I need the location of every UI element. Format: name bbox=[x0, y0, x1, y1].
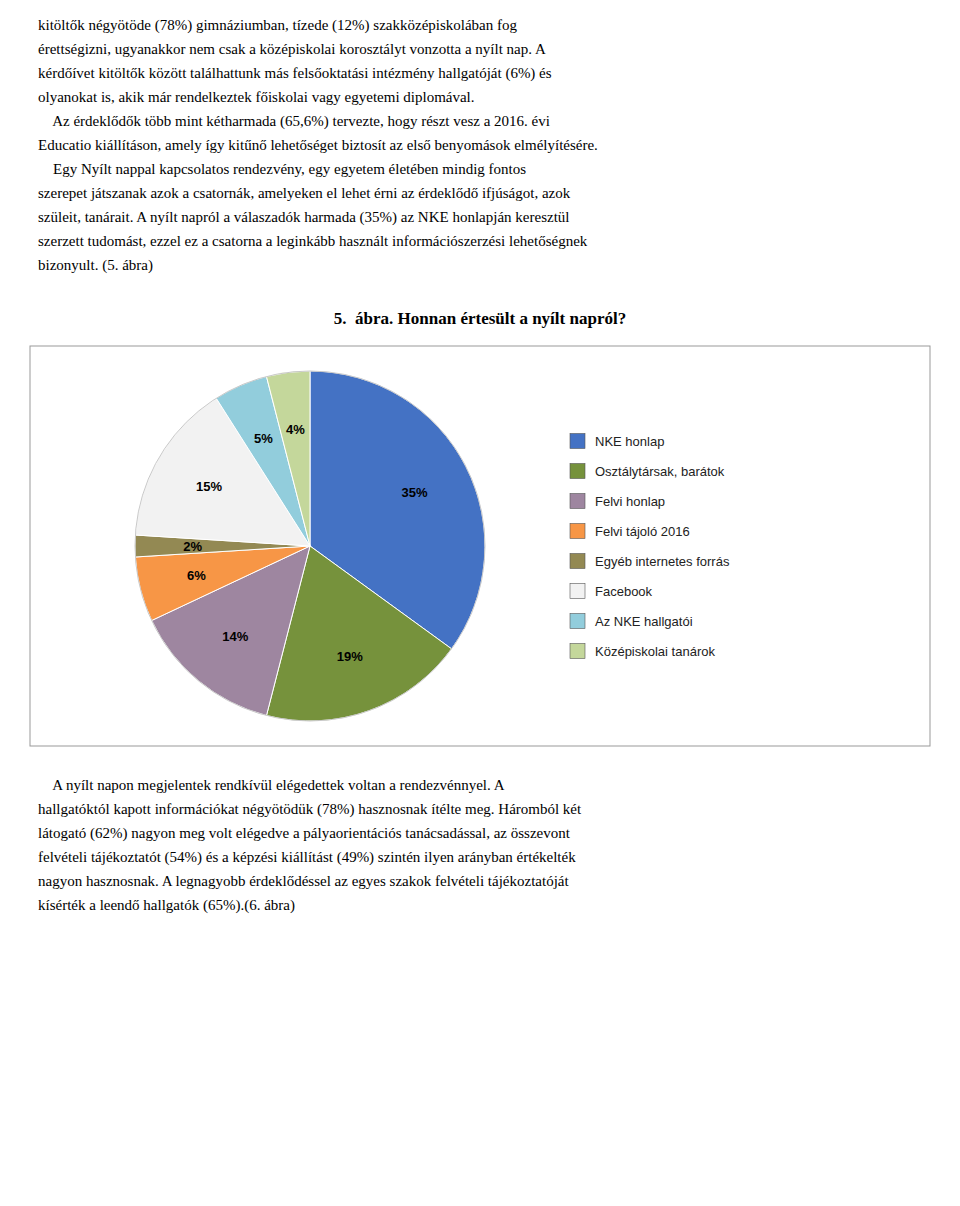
legend-entry: Osztálytársak, barátok bbox=[595, 464, 725, 479]
body-line: bizonyult. (5. ábra) bbox=[38, 257, 153, 274]
legend-entry: Az NKE hallgatói bbox=[595, 614, 693, 629]
legend-swatch bbox=[570, 464, 585, 479]
body-line: kitöltők négyötöde (78%) gimnáziumban, t… bbox=[38, 17, 518, 34]
body-line: szüleit, tanárait. A nyílt napról a vála… bbox=[38, 209, 569, 226]
data-label: 4% bbox=[286, 422, 305, 437]
legend-entry: Egyéb internetes forrás bbox=[595, 554, 730, 569]
legend: NKE honlap Osztálytársak, barátok Felvi ho… bbox=[570, 434, 730, 659]
body-line: hallgatóktól kapott információkat négyöt… bbox=[38, 801, 582, 818]
legend-swatch bbox=[570, 584, 585, 599]
body-line: felvételi tájékoztatót (54%) és a képzés… bbox=[38, 849, 576, 866]
legend-swatch bbox=[570, 434, 585, 449]
body-line: szerzett tudomást, ezzel ez a csatorna a… bbox=[38, 233, 588, 249]
chart-box bbox=[30, 346, 930, 746]
legend-entry: Középiskolai tanárok bbox=[595, 644, 715, 659]
body-line: nagyon hasznosnak. A legnagyobb érdeklőd… bbox=[38, 873, 569, 889]
legend-entry: Facebook bbox=[595, 584, 653, 599]
pie-slice bbox=[135, 546, 310, 621]
pie-outline bbox=[135, 371, 485, 721]
legend-swatch bbox=[570, 644, 585, 659]
pie-slice bbox=[266, 371, 310, 546]
body-line: kísérték a leendő hallgatók (65%).(6. áb… bbox=[38, 897, 295, 914]
legend-entry: NKE honlap bbox=[595, 434, 664, 449]
background bbox=[0, 0, 960, 1206]
data-label: 15% bbox=[196, 479, 222, 494]
legend-swatch bbox=[570, 494, 585, 509]
title: 5. ábra. Honnan értesült a nyílt napról? bbox=[334, 309, 626, 328]
body-line: érettségizni, ugyanakkor nem csak a közé… bbox=[38, 41, 546, 57]
legend-swatch bbox=[570, 554, 585, 569]
body-line: látogató (62%) nagyon meg volt elégedve … bbox=[38, 825, 571, 842]
pie bbox=[135, 371, 485, 721]
page: kitöltők négyötöde (78%) gimnáziumban, t… bbox=[0, 0, 960, 1206]
legend-swatch bbox=[570, 524, 585, 539]
data-labels: 35% 19% 14% 6% 2% 15% 5% 4% bbox=[183, 422, 428, 664]
data-label: 5% bbox=[254, 431, 273, 446]
legend-swatch bbox=[570, 614, 585, 629]
legend-entry: Felvi honlap bbox=[595, 494, 665, 509]
data-label: 6% bbox=[187, 568, 206, 583]
body-line: Educatio kiállításon, amely így kitűnő l… bbox=[38, 137, 598, 153]
body-text-bottom: A nyílt napon megjelentek rendkívül elég… bbox=[38, 777, 582, 914]
legend-entry: Felvi tájoló 2016 bbox=[595, 524, 690, 539]
body-text-top: kitöltők négyötöde (78%) gimnáziumban, t… bbox=[38, 17, 598, 274]
data-label: 35% bbox=[401, 485, 427, 500]
data-label: 19% bbox=[337, 649, 363, 664]
body-line: Egy Nyílt nappal kapcsolatos rendezvény,… bbox=[38, 161, 526, 177]
data-label: 2% bbox=[183, 539, 202, 554]
data-label: 14% bbox=[222, 629, 248, 644]
body-line: szerepet játszanak azok a csatornák, ame… bbox=[38, 185, 571, 201]
body-line: Az érdeklődők több mint kétharmada (65,6… bbox=[38, 113, 550, 130]
body-line: A nyílt napon megjelentek rendkívül elég… bbox=[38, 777, 505, 793]
body-line: kérdőívet kitöltők között találhattunk m… bbox=[38, 65, 552, 82]
body-line: olyanokat is, akik már rendelkeztek főis… bbox=[38, 89, 475, 105]
